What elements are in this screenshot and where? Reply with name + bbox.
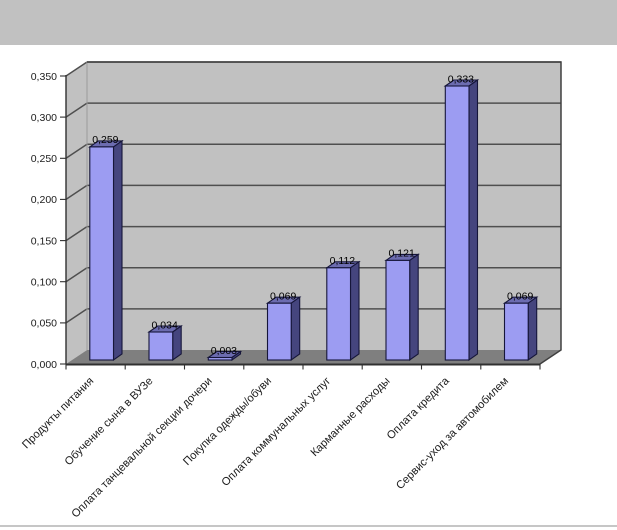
svg-text:0,100: 0,100	[31, 277, 57, 289]
svg-text:0,112: 0,112	[330, 255, 356, 267]
svg-text:0,259: 0,259	[92, 134, 118, 146]
svg-text:0,350: 0,350	[31, 71, 57, 83]
svg-text:0,034: 0,034	[152, 319, 178, 331]
svg-text:Оплата коммунальных услуг: Оплата коммунальных услуг	[219, 375, 333, 489]
svg-text:0,050: 0,050	[31, 318, 57, 330]
svg-text:0,150: 0,150	[31, 235, 57, 247]
svg-text:Сервис-уход за автомобилем: Сервис-уход за автомобилем	[394, 375, 511, 492]
svg-text:Оплата кредита: Оплата кредита	[385, 375, 453, 443]
svg-text:0,250: 0,250	[31, 153, 57, 165]
svg-text:0,200: 0,200	[31, 194, 57, 206]
svg-text:0,333: 0,333	[448, 73, 474, 85]
svg-text:0,003: 0,003	[211, 345, 237, 357]
svg-text:0,121: 0,121	[389, 248, 415, 260]
svg-text:0,000: 0,000	[31, 359, 57, 371]
svg-text:0,300: 0,300	[31, 112, 57, 124]
svg-text:0,069: 0,069	[507, 291, 533, 303]
svg-text:0,069: 0,069	[270, 291, 296, 303]
